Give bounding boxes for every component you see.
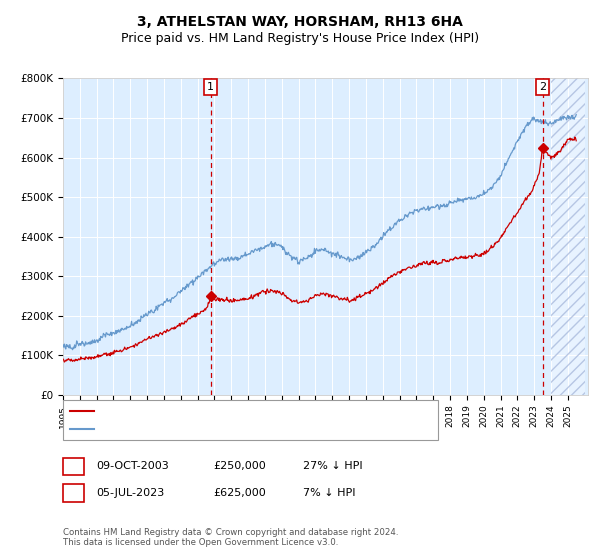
Text: Contains HM Land Registry data © Crown copyright and database right 2024.
This d: Contains HM Land Registry data © Crown c… [63,528,398,547]
Text: 3, ATHELSTAN WAY, HORSHAM, RH13 6HA (detached house): 3, ATHELSTAN WAY, HORSHAM, RH13 6HA (det… [100,407,400,417]
Text: 2: 2 [70,488,77,498]
Text: £625,000: £625,000 [213,488,266,498]
Text: 1: 1 [70,461,77,471]
Text: 05-JUL-2023: 05-JUL-2023 [96,488,164,498]
Text: £250,000: £250,000 [213,461,266,471]
Text: 7% ↓ HPI: 7% ↓ HPI [303,488,355,498]
Text: HPI: Average price, detached house, Horsham: HPI: Average price, detached house, Hors… [100,423,329,433]
Text: 1: 1 [207,82,214,92]
Text: 27% ↓ HPI: 27% ↓ HPI [303,461,362,471]
Text: 09-OCT-2003: 09-OCT-2003 [96,461,169,471]
Text: 2: 2 [539,82,546,92]
Text: 3, ATHELSTAN WAY, HORSHAM, RH13 6HA: 3, ATHELSTAN WAY, HORSHAM, RH13 6HA [137,15,463,29]
Text: Price paid vs. HM Land Registry's House Price Index (HPI): Price paid vs. HM Land Registry's House … [121,32,479,45]
